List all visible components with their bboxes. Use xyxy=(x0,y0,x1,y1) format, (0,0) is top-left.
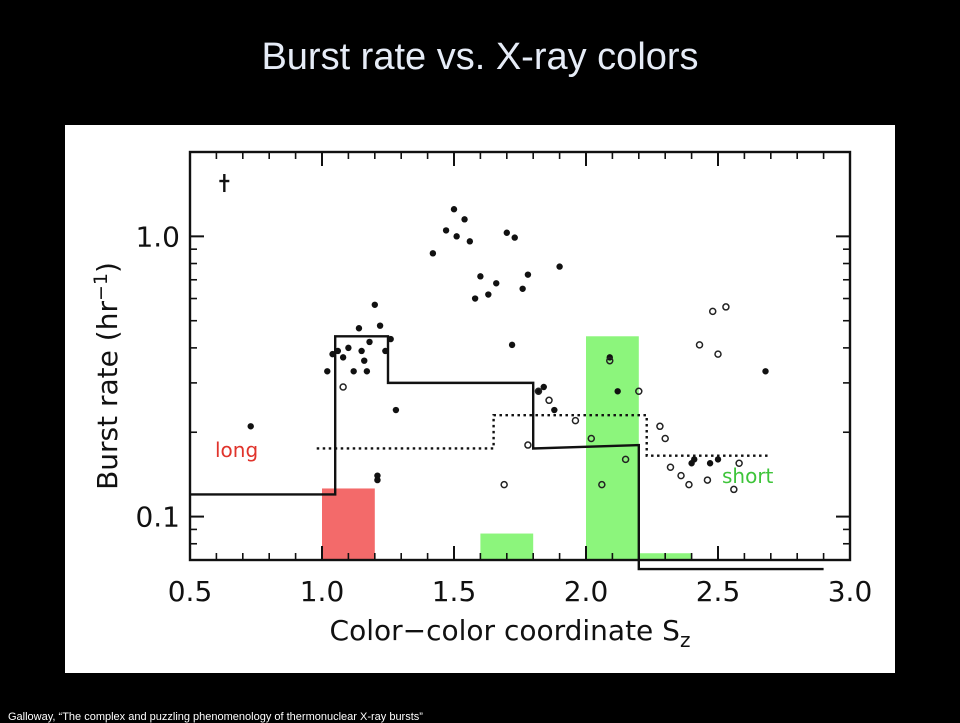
filled-data-point xyxy=(540,383,547,391)
filled-data-point xyxy=(366,338,373,346)
slide-title: Burst rate vs. X-ray colors xyxy=(261,36,699,78)
filled-data-point xyxy=(471,295,479,302)
filled-data-point xyxy=(691,456,698,463)
open-data-point xyxy=(606,356,614,365)
open-data-point xyxy=(730,485,738,494)
axis-layer xyxy=(188,150,852,562)
filled-data-point xyxy=(363,368,371,375)
open-data-point xyxy=(621,455,630,464)
filled-data-point xyxy=(485,291,492,298)
filled-data-point xyxy=(511,234,518,241)
filled-data-point xyxy=(382,347,389,355)
open-data-point xyxy=(708,307,717,316)
long-annotation: long xyxy=(215,438,258,462)
filled-data-point xyxy=(350,368,357,375)
open-data-point xyxy=(714,350,722,358)
long-histogram-bar xyxy=(322,488,375,560)
open-data-point xyxy=(524,441,532,449)
y-axis-label: Burst rate (hr−1) xyxy=(90,262,124,490)
short-annotation: short xyxy=(722,464,774,488)
open-data-point xyxy=(571,416,580,425)
filled-data-point xyxy=(461,216,468,223)
open-data-point xyxy=(661,434,669,443)
open-data-point xyxy=(695,341,704,349)
chart-panel: 0.5 1.0 1.5 2.0 2.5 3.0 1.0 0.1 Color−color coor… xyxy=(65,125,895,673)
open-data-point xyxy=(339,383,347,391)
filled-data-point xyxy=(453,233,460,240)
filled-data-point xyxy=(339,354,347,361)
open-data-point xyxy=(656,422,664,431)
filled-data-point xyxy=(442,227,450,234)
open-data-point xyxy=(722,303,730,311)
short-histogram-bar xyxy=(586,336,639,560)
x-tick-label: 3.0 xyxy=(828,575,873,608)
filled-data-point xyxy=(361,357,368,364)
filled-data-point xyxy=(503,229,510,236)
y-tick-label: 0.1 xyxy=(135,501,180,534)
filled-data-point xyxy=(551,406,558,414)
filled-data-point xyxy=(466,238,474,245)
filled-data-point xyxy=(358,347,365,355)
slide-footer: Galloway, “The complex and puzzling phen… xyxy=(8,711,423,723)
filled-data-point xyxy=(519,285,526,292)
plot-frame xyxy=(188,150,852,562)
x-tick-label: 2.5 xyxy=(696,575,741,608)
open-data-point xyxy=(500,480,508,489)
filled-data-point xyxy=(477,273,484,280)
filled-data-point xyxy=(334,347,342,355)
filled-data-point xyxy=(524,271,532,278)
filled-data-point xyxy=(450,206,458,213)
series-layer xyxy=(190,174,824,571)
filled-data-point xyxy=(714,456,722,463)
filled-data-point xyxy=(387,335,394,343)
filled-data-point xyxy=(345,344,352,352)
filled-data-point xyxy=(392,406,400,414)
filled-data-point xyxy=(329,350,336,358)
x-tick-label: 1.5 xyxy=(432,575,477,608)
filled-data-point xyxy=(429,250,437,257)
open-data-point xyxy=(534,387,543,396)
filled-data-point xyxy=(614,388,621,395)
open-data-point xyxy=(677,471,685,480)
filled-data-point xyxy=(355,325,363,332)
histogram-layer xyxy=(322,336,692,560)
x-tick-label: 2.0 xyxy=(564,575,609,608)
filled-data-point xyxy=(374,472,381,479)
open-data-point xyxy=(545,396,553,405)
open-data-point xyxy=(703,476,712,484)
open-data-point xyxy=(666,463,675,471)
burst-rate-chart: 0.5 1.0 1.5 2.0 2.5 3.0 1.0 0.1 Color−color coor… xyxy=(90,150,872,652)
x-axis-label: Color−color coordinate Sz xyxy=(330,614,691,652)
filled-data-point xyxy=(762,368,769,375)
y-tick-label: 1.0 xyxy=(135,220,180,253)
x-tick-label: 1.0 xyxy=(300,575,345,608)
filled-data-point xyxy=(376,322,384,329)
open-data-point xyxy=(685,480,693,489)
open-data-point xyxy=(587,434,596,443)
filled-data-point xyxy=(324,368,331,375)
open-data-point xyxy=(735,459,743,468)
open-data-point xyxy=(635,387,643,396)
filled-data-point xyxy=(556,263,563,270)
filled-data-point xyxy=(247,423,254,430)
dotted-step-line xyxy=(316,414,771,457)
filled-data-point xyxy=(493,280,500,287)
open-data-point xyxy=(598,480,606,489)
filled-data-point xyxy=(706,460,714,467)
x-tick-label: 0.5 xyxy=(168,575,213,608)
filled-data-point xyxy=(535,388,542,395)
solid-step-line xyxy=(190,335,824,571)
filled-data-point xyxy=(374,476,381,484)
filled-data-point xyxy=(508,341,516,349)
filled-data-point xyxy=(371,301,378,308)
label-layer: 0.5 1.0 1.5 2.0 2.5 3.0 1.0 0.1 Color−color coor… xyxy=(90,220,872,652)
